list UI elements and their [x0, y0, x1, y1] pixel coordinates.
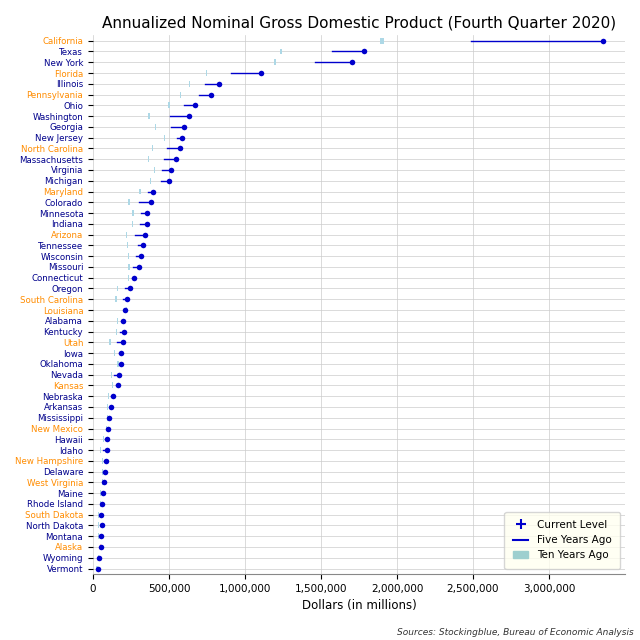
Bar	[117, 318, 118, 324]
Bar	[107, 404, 108, 410]
Bar	[189, 81, 190, 87]
Bar	[98, 533, 99, 539]
Bar	[128, 275, 129, 281]
Bar	[102, 458, 103, 464]
Bar	[132, 210, 134, 216]
Bar	[132, 221, 133, 227]
Bar	[168, 102, 170, 108]
Bar	[140, 189, 141, 195]
Bar	[129, 199, 130, 205]
Bar	[128, 253, 129, 259]
Bar	[107, 415, 108, 420]
Bar	[148, 113, 150, 119]
Bar	[206, 70, 207, 76]
Bar	[116, 328, 118, 335]
X-axis label: Dollars (in millions): Dollars (in millions)	[301, 599, 417, 612]
Bar	[117, 285, 118, 291]
Bar	[100, 501, 101, 507]
Bar	[125, 307, 127, 313]
Bar	[100, 544, 101, 550]
Bar	[125, 232, 127, 237]
Legend: Current Level, Five Years Ago, Ten Years Ago: Current Level, Five Years Ago, Ten Years…	[504, 511, 620, 569]
Bar	[180, 92, 181, 97]
Bar	[127, 243, 128, 248]
Bar	[155, 124, 156, 130]
Bar	[154, 167, 155, 173]
Bar	[148, 156, 149, 162]
Bar	[111, 372, 112, 378]
Bar	[380, 38, 384, 44]
Bar	[97, 522, 99, 529]
Bar	[98, 512, 99, 518]
Bar	[106, 426, 107, 431]
Bar	[103, 436, 104, 442]
Bar	[102, 468, 103, 474]
Bar	[129, 264, 130, 270]
Bar	[280, 49, 282, 54]
Bar	[115, 296, 116, 302]
Bar	[98, 555, 99, 561]
Bar	[274, 60, 276, 65]
Bar	[100, 447, 102, 453]
Bar	[112, 383, 113, 388]
Title: Annualized Nominal Gross Domestic Product (Fourth Quarter 2020): Annualized Nominal Gross Domestic Produc…	[102, 15, 616, 30]
Bar	[102, 479, 103, 485]
Text: Sources: Stockingblue, Bureau of Economic Analysis: Sources: Stockingblue, Bureau of Economi…	[397, 628, 634, 637]
Bar	[152, 145, 153, 152]
Bar	[150, 178, 152, 184]
Bar	[109, 339, 111, 346]
Bar	[163, 134, 164, 141]
Bar	[97, 566, 98, 572]
Bar	[108, 393, 109, 399]
Bar	[100, 490, 101, 496]
